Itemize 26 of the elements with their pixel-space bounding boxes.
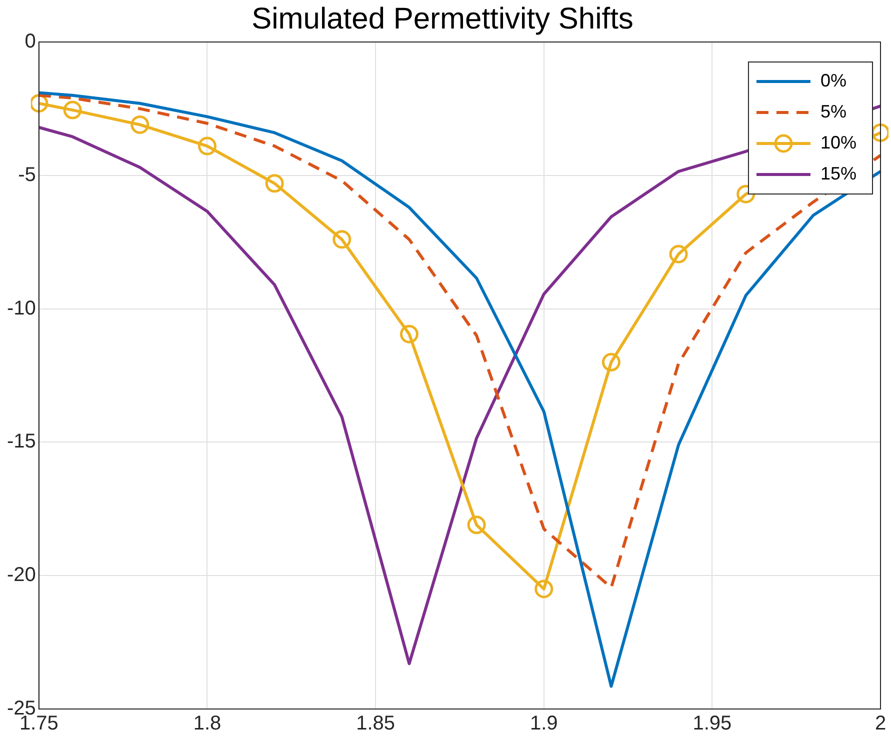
legend-label: 0%: [820, 70, 846, 90]
chart-title: Simulated Permettivity Shifts: [252, 2, 634, 36]
point: [400, 324, 418, 344]
y-tick-label: -10: [7, 297, 36, 320]
x-tick-label: 1.8: [193, 712, 222, 735]
legend-label: 10%: [820, 132, 857, 152]
x-tick-label: 1.85: [356, 712, 396, 735]
y-tick-label: -20: [7, 564, 36, 586]
point: [669, 244, 688, 264]
point: [130, 115, 150, 134]
point: [332, 230, 352, 249]
point: [265, 174, 284, 193]
point: [63, 100, 82, 120]
y-tick-label: -5: [18, 164, 36, 186]
x-tick-label: 1.9: [530, 712, 558, 735]
legend-label: 5%: [820, 101, 846, 122]
point: [534, 580, 554, 598]
point: [467, 516, 486, 534]
legend-label: 15%: [820, 163, 857, 184]
point: [30, 94, 48, 113]
x-tick-label: 2: [874, 712, 886, 735]
y-tick-label: -15: [7, 430, 36, 453]
point: [602, 352, 620, 372]
x-tick-label: 1.95: [692, 712, 732, 735]
point: [198, 136, 216, 156]
y-tick-label: 0: [24, 30, 36, 53]
